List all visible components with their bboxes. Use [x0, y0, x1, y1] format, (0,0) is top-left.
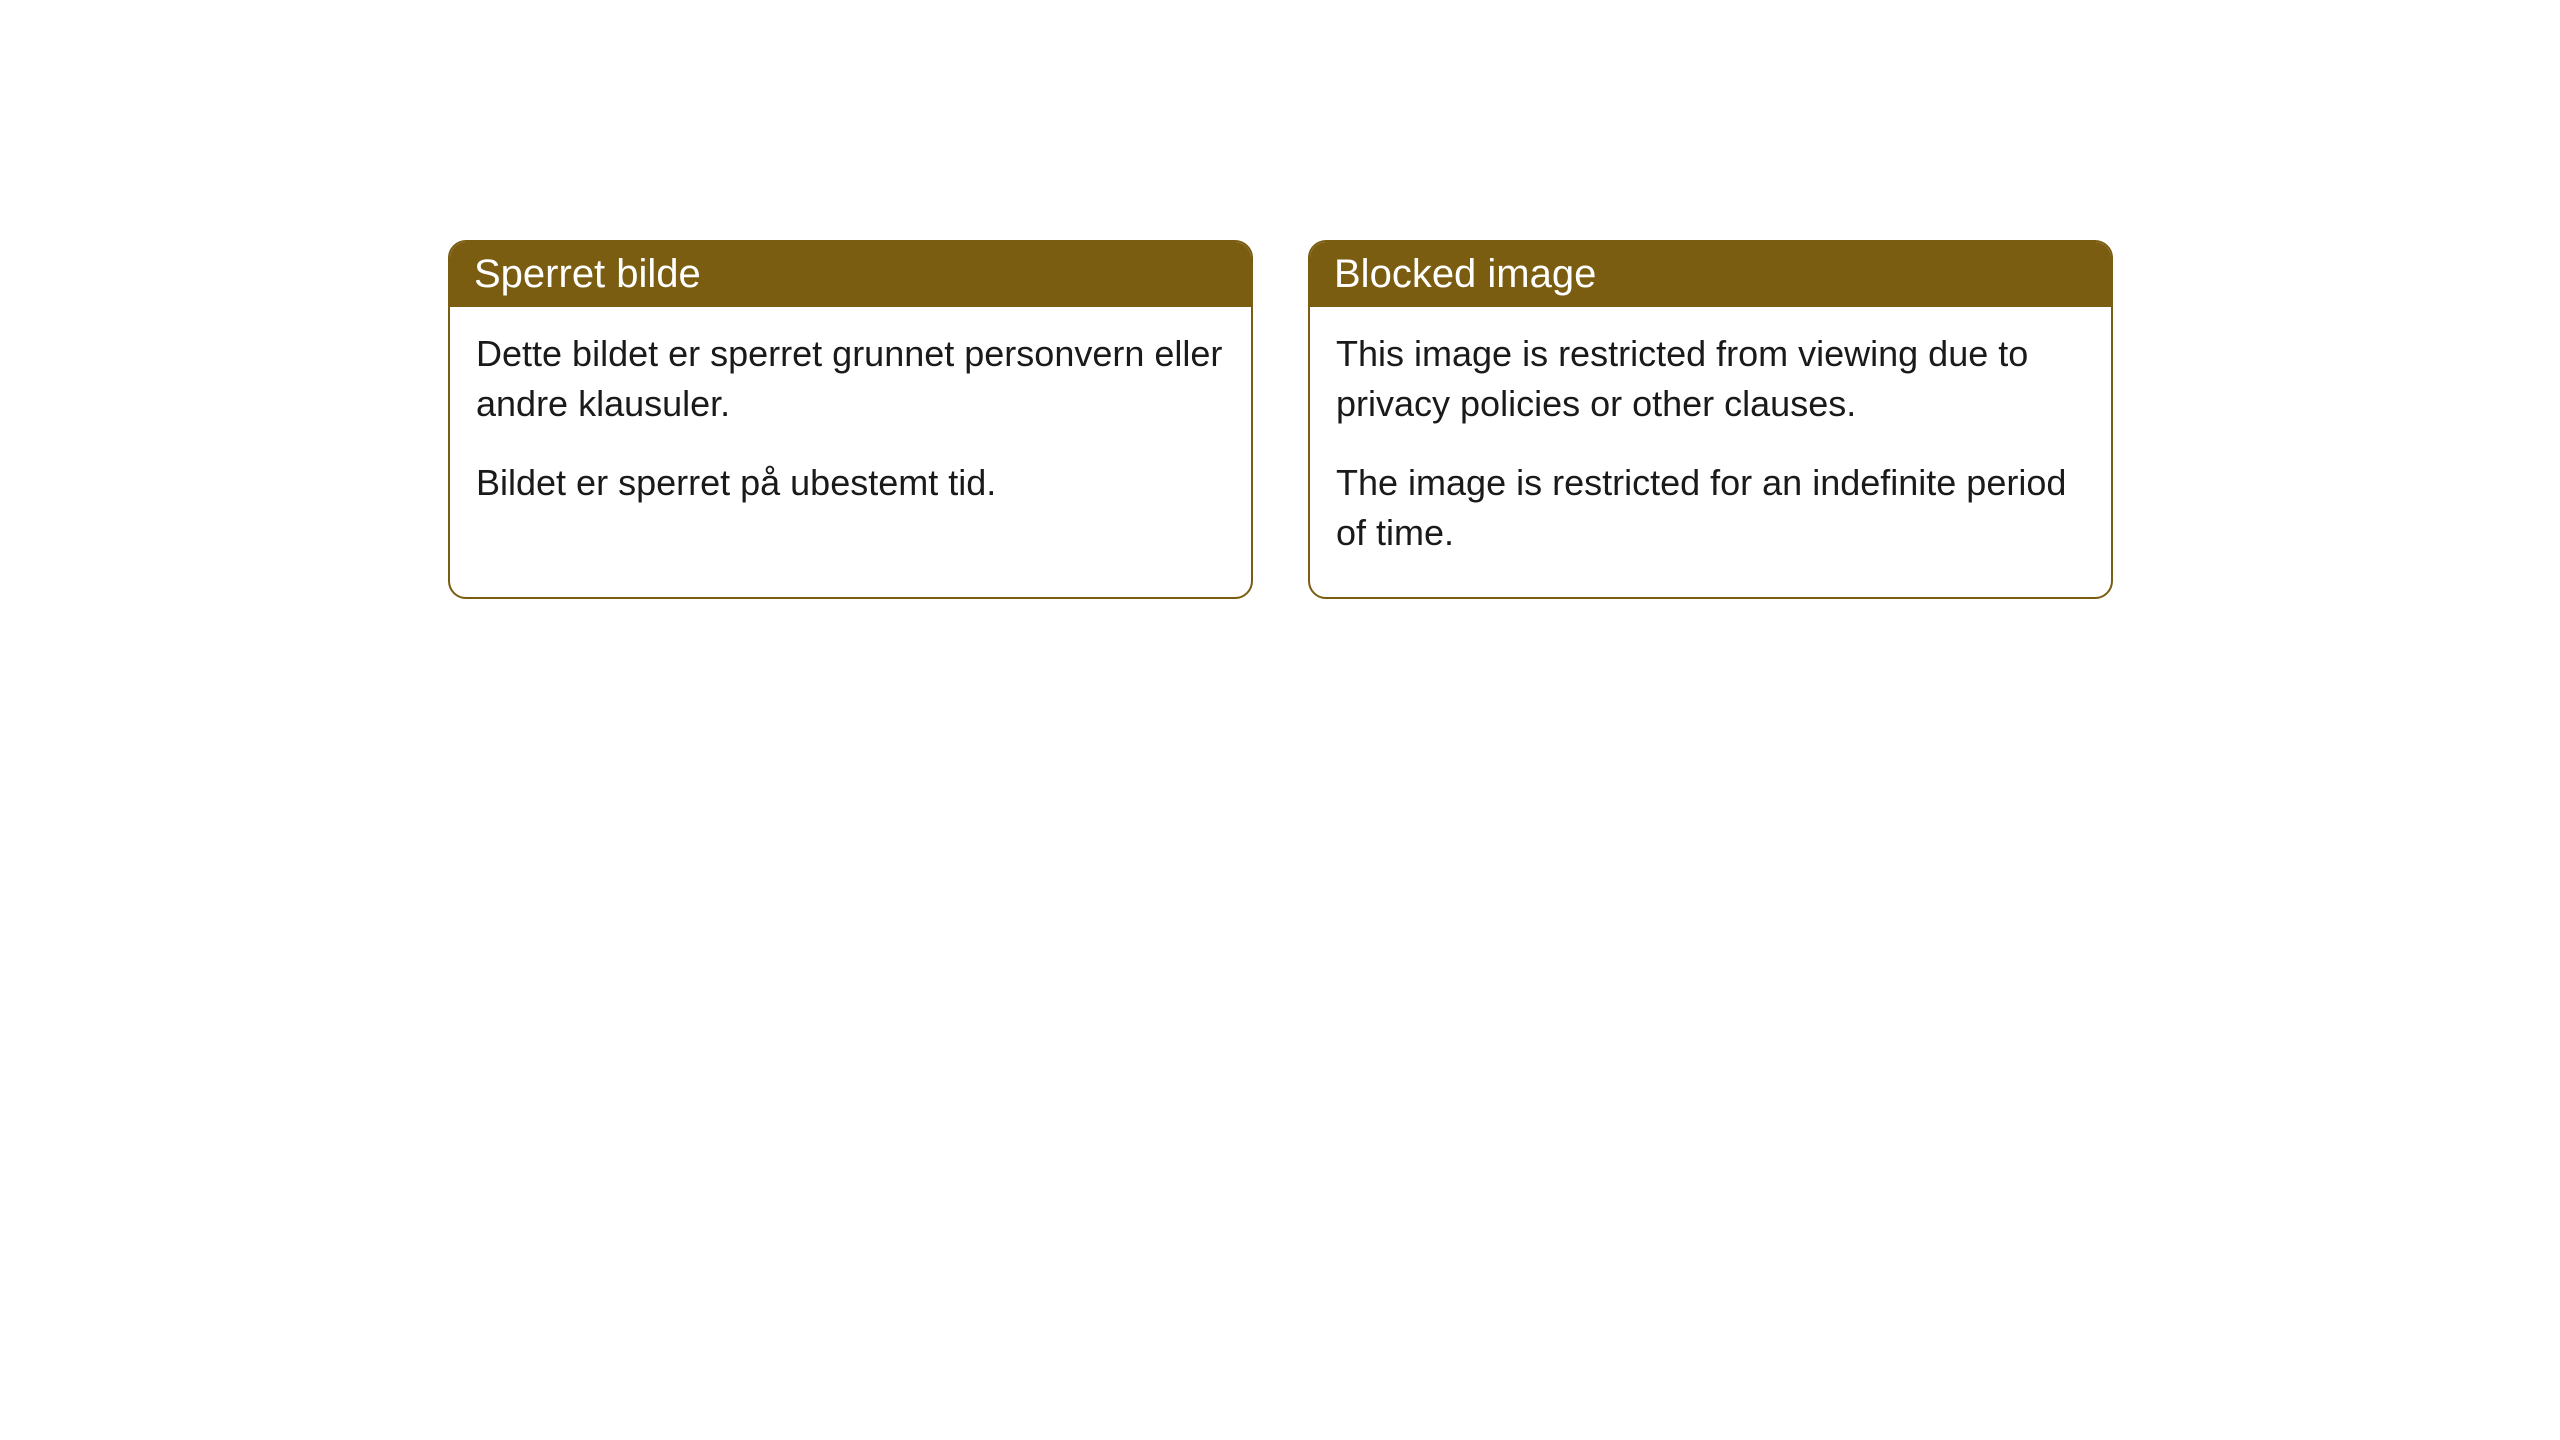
card-body: This image is restricted from viewing du… — [1310, 307, 2111, 597]
card-paragraph: Dette bildet er sperret grunnet personve… — [476, 329, 1225, 430]
card-paragraph: The image is restricted for an indefinit… — [1336, 458, 2085, 559]
notice-cards-container: Sperret bilde Dette bildet er sperret gr… — [448, 240, 2113, 599]
card-paragraph: Bildet er sperret på ubestemt tid. — [476, 458, 1225, 508]
card-body: Dette bildet er sperret grunnet personve… — [450, 307, 1251, 546]
notice-card-english: Blocked image This image is restricted f… — [1308, 240, 2113, 599]
card-title: Sperret bilde — [474, 252, 701, 296]
card-paragraph: This image is restricted from viewing du… — [1336, 329, 2085, 430]
card-header: Sperret bilde — [450, 242, 1251, 307]
card-header: Blocked image — [1310, 242, 2111, 307]
notice-card-norwegian: Sperret bilde Dette bildet er sperret gr… — [448, 240, 1253, 599]
card-title: Blocked image — [1334, 252, 1596, 296]
